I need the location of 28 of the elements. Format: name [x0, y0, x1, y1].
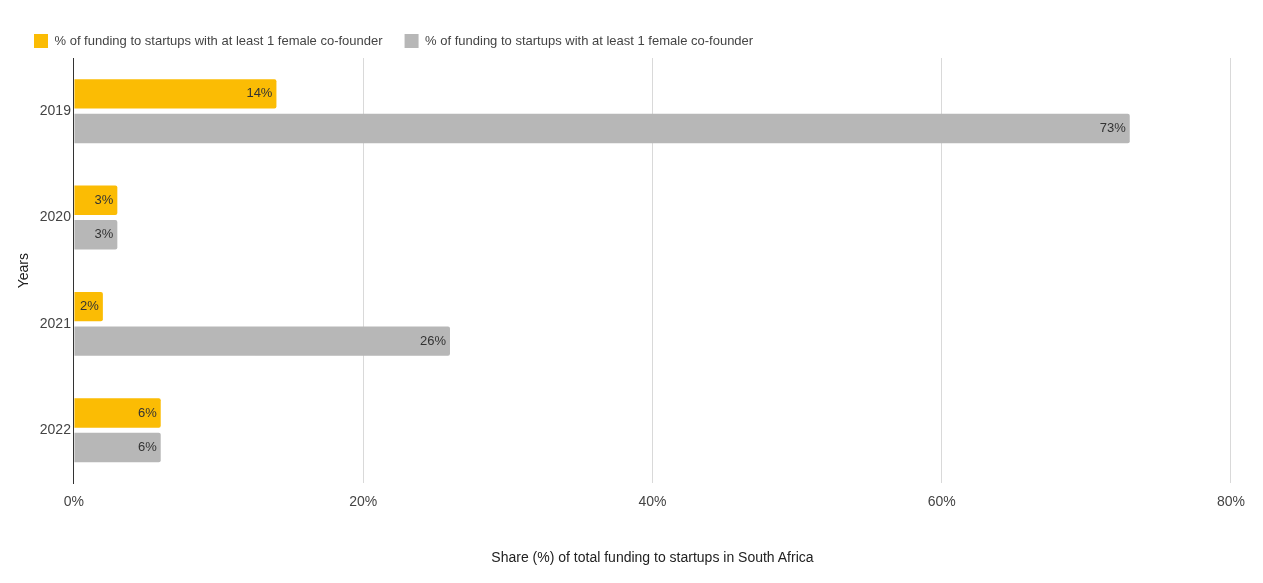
data-label: 26% — [419, 332, 447, 348]
bar — [74, 432, 161, 463]
data-label: 6% — [137, 439, 158, 455]
y-tick-label: 2022 — [39, 421, 72, 438]
bar — [74, 185, 118, 215]
data-label: 6% — [137, 404, 158, 420]
bar — [74, 220, 118, 250]
y-tick-label: 2020 — [39, 208, 72, 225]
data-label: 2% — [80, 298, 100, 314]
data-label: 73% — [1099, 120, 1127, 136]
y-tick-label: 2019 — [39, 102, 72, 119]
y-axis-title: Years — [15, 253, 32, 289]
x-tick-label: 40% — [638, 492, 667, 509]
data-label: 14% — [246, 85, 273, 101]
bar — [74, 113, 1130, 144]
bar — [74, 326, 450, 356]
bar — [74, 79, 277, 109]
x-tick-label: 60% — [927, 492, 956, 509]
x-axis-title: Share (%) of total funding to startups in South Africa — [491, 549, 814, 566]
x-tick-label: 0% — [63, 492, 85, 509]
legend-label: % of funding to startups with at least 1 female co-founder — [425, 32, 754, 48]
legend-label: % of funding to startups with at least 1 female co-founder — [54, 32, 384, 48]
x-tick-label: 80% — [1216, 492, 1246, 509]
data-label: 3% — [94, 191, 114, 207]
y-tick-label: 2021 — [39, 314, 72, 331]
data-label: 3% — [94, 226, 114, 242]
bar — [74, 398, 161, 428]
x-tick-label: 20% — [349, 492, 378, 509]
